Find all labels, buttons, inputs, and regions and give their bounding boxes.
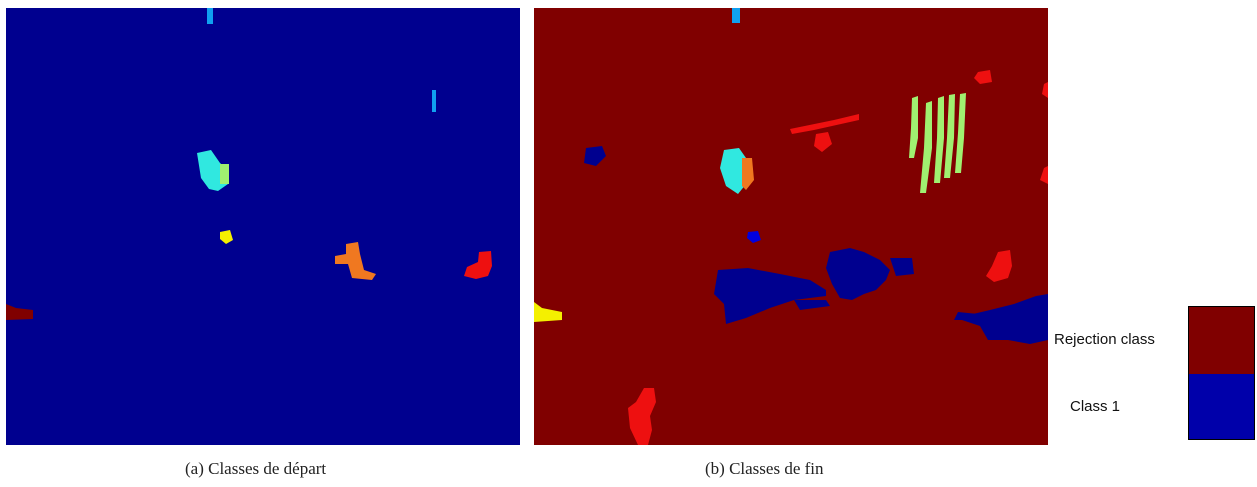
red-region: [464, 251, 492, 279]
lightblue-region: [732, 8, 740, 23]
red-region: [790, 114, 859, 134]
lightblue-region: [432, 90, 436, 112]
classification-map-end: [534, 8, 1048, 445]
red-region: [986, 250, 1012, 282]
red-region: [974, 70, 992, 84]
legend-swatch-rejection-class: [1188, 306, 1255, 374]
caption-start-classes: (a) Classes de départ: [185, 459, 327, 478]
caption-end-classes: (b) Classes de fin: [705, 459, 824, 478]
yellow-region: [220, 230, 233, 244]
cyan-region: [720, 148, 746, 194]
red-region: [628, 388, 656, 445]
map-end-svg: [534, 8, 1048, 445]
darkblue-region: [584, 146, 606, 166]
yellow-region: [534, 302, 562, 322]
lightblue-region: [207, 8, 213, 24]
background-region: [534, 8, 1048, 445]
red-region: [814, 132, 832, 152]
classification-map-start: [6, 8, 520, 445]
darkblue-region: [714, 248, 1048, 344]
green-region: [909, 93, 966, 193]
orange-region: [335, 242, 376, 280]
legend-label-class-1: Class 1: [1070, 398, 1121, 415]
blue-region: [747, 231, 761, 243]
red-region: [1040, 166, 1048, 184]
green-region: [220, 164, 229, 184]
darkred-region: [6, 304, 33, 320]
orange-region: [742, 158, 754, 190]
map-start-svg: [6, 8, 520, 445]
red-region: [1042, 82, 1048, 98]
legend-label-rejection-class: Rejection class: [1054, 331, 1155, 348]
legend-swatch-class-1: [1188, 374, 1255, 440]
background-region: [6, 8, 520, 445]
